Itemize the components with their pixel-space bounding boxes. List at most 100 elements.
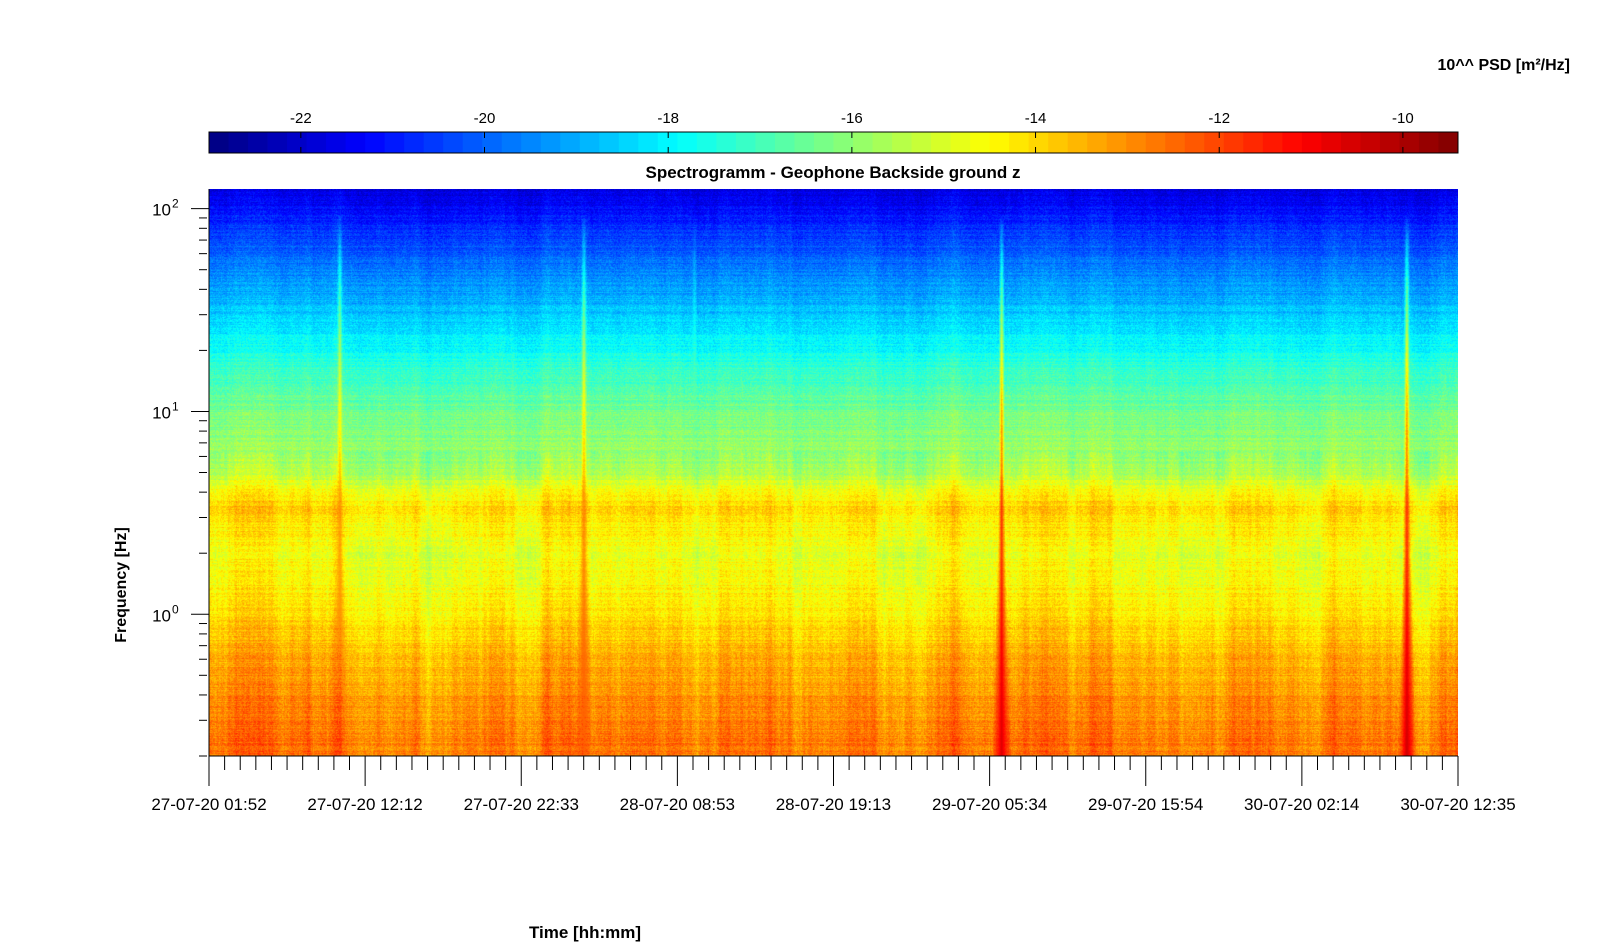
colorbar-cell: [326, 132, 347, 153]
colorbar-cell: [1418, 132, 1439, 153]
colorbar-tick-label: -14: [1025, 110, 1047, 127]
plot-area: [209, 189, 1458, 756]
colorbar-cell: [1399, 132, 1420, 153]
colorbar-cell: [638, 132, 659, 153]
colorbar-cell: [1360, 132, 1381, 153]
colorbar-cell: [657, 132, 678, 153]
colorbar-tick-label: -20: [474, 110, 496, 127]
colorbar-tick-label: -10: [1392, 110, 1414, 127]
spectrogram-heatmap: [209, 189, 1458, 756]
colorbar-cell: [209, 132, 229, 153]
x-tick-label: 27-07-20 12:12: [307, 795, 422, 814]
colorbar-tick-label: -16: [841, 110, 863, 127]
colorbar-cell: [482, 132, 503, 153]
x-tick-label: 30-07-20 02:14: [1244, 795, 1359, 814]
x-tick-label: 28-07-20 19:13: [776, 795, 891, 814]
y-tick-label: 10: [152, 606, 171, 625]
colorbar-cell: [443, 132, 464, 153]
colorbar-cell: [1048, 132, 1069, 153]
x-tick-label: 28-07-20 08:53: [620, 795, 735, 814]
colorbar-cell: [1204, 132, 1225, 153]
colorbar-cell: [716, 132, 737, 153]
y-tick-label-exponent: 2: [172, 197, 179, 211]
colorbar-cell: [1282, 132, 1303, 153]
x-tick-label: 27-07-20 22:33: [464, 795, 579, 814]
colorbar-tick-label: -18: [657, 110, 679, 127]
colorbar-cell: [1438, 132, 1459, 153]
colorbar-frame: [208, 131, 1459, 154]
colorbar-cell: [228, 132, 249, 153]
colorbar-cell: [1009, 132, 1030, 153]
colorbar-cell: [1340, 132, 1361, 153]
colorbar-cell: [404, 132, 425, 153]
colorbar-cell: [306, 132, 327, 153]
x-axis-label: Time [hh:mm]: [529, 923, 641, 942]
y-tick-label-exponent: 0: [172, 602, 179, 616]
chart-title: Spectrogramm - Geophone Backside ground …: [645, 163, 1020, 182]
y-tick-label-exponent: 1: [172, 399, 179, 413]
spectrogram-raster-container: [209, 189, 1458, 756]
colorbar-cell: [1087, 132, 1108, 153]
colorbar-cell: [950, 132, 971, 153]
colorbar-cell: [560, 132, 581, 153]
colorbar-cell: [677, 132, 698, 153]
colorbar-cell: [1262, 132, 1283, 153]
colorbar-cell: [989, 132, 1010, 153]
colorbar-cell: [618, 132, 639, 153]
y-tick-label: 10: [152, 403, 171, 422]
colorbar-cell: [774, 132, 795, 153]
colorbar-cell: [462, 132, 483, 153]
colorbar-cell: [248, 132, 268, 153]
colorbar-cell: [287, 132, 307, 153]
colorbar-cell: [1165, 132, 1186, 153]
x-tick-label: 29-07-20 05:34: [932, 795, 1047, 814]
colorbar-cell: [833, 132, 854, 153]
colorbar-cell: [1126, 132, 1147, 153]
colorbar-label: 10^^ PSD [m²/Hz]: [1438, 57, 1570, 74]
colorbar-cell: [1321, 132, 1342, 153]
colorbar-cell: [931, 132, 951, 153]
y-tick-label: 10: [152, 201, 171, 220]
y-axis-label: Frequency [Hz]: [113, 527, 130, 643]
colorbar-cell: [1379, 132, 1400, 153]
colorbar-cell: [1301, 132, 1322, 153]
colorbar-cell: [579, 132, 600, 153]
colorbar-ticks: -22 -20 -18 -16 -14 -12 -10: [290, 110, 1414, 153]
colorbar-cell: [1145, 132, 1166, 153]
colorbar-tick-label: -22: [290, 110, 312, 127]
colorbar-cell: [1067, 132, 1088, 153]
x-tick-label: 27-07-20 01:52: [151, 795, 266, 814]
colorbar-cell: [345, 132, 366, 153]
colorbar-cell: [1243, 132, 1264, 153]
colorbar-tick-label: -12: [1208, 110, 1230, 127]
colorbar-cell: [267, 132, 288, 153]
colorbar-cell: [1028, 132, 1049, 153]
colorbar-cells: [209, 132, 1459, 153]
colorbar-cell: [501, 132, 522, 153]
colorbar-cell: [892, 132, 912, 153]
x-tick-label: 30-07-20 12:35: [1400, 795, 1515, 814]
colorbar-cell: [970, 132, 991, 153]
colorbar-cell: [540, 132, 561, 153]
colorbar-cell: [911, 132, 932, 153]
colorbar-cell: [384, 132, 405, 153]
colorbar-cell: [853, 132, 873, 153]
colorbar-cell: [1223, 132, 1244, 153]
x-tick-label: 29-07-20 15:54: [1088, 795, 1203, 814]
colorbar-cell: [1184, 132, 1205, 153]
colorbar: -22 -20 -18 -16 -14 -12 -10: [208, 110, 1459, 154]
colorbar-cell: [755, 132, 776, 153]
colorbar-cell: [696, 132, 717, 153]
x-axis: 27-07-20 01:52 27-07-20 12:12 27-07-20 22:…: [151, 755, 1516, 814]
colorbar-cell: [872, 132, 893, 153]
colorbar-cell: [521, 132, 542, 153]
colorbar-cell: [599, 132, 620, 153]
colorbar-cell: [365, 132, 386, 153]
colorbar-cell: [423, 132, 444, 153]
colorbar-cell: [794, 132, 815, 153]
colorbar-cell: [1106, 132, 1127, 153]
colorbar-cell: [735, 132, 756, 153]
colorbar-cell: [813, 132, 834, 153]
